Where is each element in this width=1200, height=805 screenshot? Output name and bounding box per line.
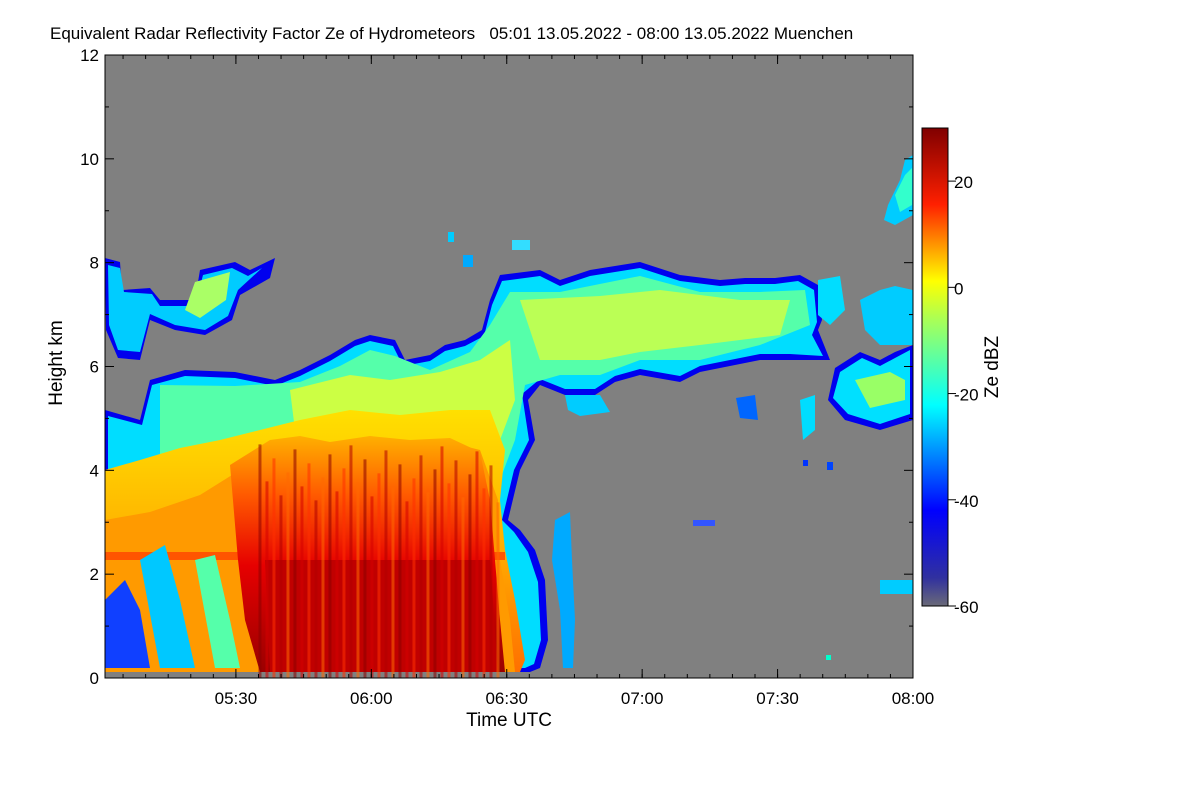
fall-streak — [321, 477, 325, 678]
fall-streak — [328, 454, 332, 678]
y-tick-label: 0 — [90, 669, 99, 688]
fall-streak — [258, 444, 262, 678]
fall-streak — [454, 460, 458, 678]
fall-streak — [272, 458, 276, 678]
colorbar-tick-label: -60 — [954, 598, 979, 617]
fall-streak — [307, 463, 311, 678]
x-axis-label: Time UTC — [466, 710, 552, 731]
fall-streak — [468, 474, 472, 678]
fall-streak — [440, 446, 444, 678]
y-tick-label: 10 — [80, 150, 99, 169]
fall-streak — [286, 472, 290, 678]
fall-streak — [370, 496, 374, 678]
colorbar-tick-label: 20 — [954, 173, 973, 192]
x-axis: 05:30 06:00 06:30 07:00 07:30 08:00 — [122, 55, 935, 708]
small-echoes — [448, 232, 913, 668]
y-axis: 0 2 4 6 8 10 12 — [80, 46, 913, 688]
fall-streak — [293, 449, 297, 678]
colorbar-tick-label: -20 — [954, 386, 979, 405]
fall-streak — [496, 502, 500, 678]
fall-streak — [461, 497, 465, 678]
x-tick-label: 07:30 — [756, 689, 799, 708]
colorbar-scale — [921, 127, 949, 607]
chart-title-text: Equivalent Radar Reflectivity Factor Ze … — [50, 24, 853, 43]
late-cirrus — [884, 155, 913, 225]
chart-title: Equivalent Radar Reflectivity Factor Ze … — [50, 24, 853, 43]
fall-streak — [349, 445, 353, 678]
fall-streak — [384, 450, 388, 678]
colorbar-axis: 20 0 -20 -40 -60 — [948, 173, 979, 617]
upper-cloud-layer — [736, 276, 913, 440]
fall-streak — [426, 492, 430, 678]
fall-streak — [363, 459, 367, 678]
fall-streak — [419, 455, 423, 678]
y-tick-label: 8 — [90, 254, 99, 273]
colorbar-tick-label: 0 — [954, 279, 963, 298]
fall-streak — [482, 488, 486, 678]
fall-streak — [314, 500, 318, 678]
y-tick-label: 6 — [90, 358, 99, 377]
fall-streaks — [258, 444, 500, 678]
fall-streak — [377, 473, 381, 678]
x-tick-label: 07:00 — [621, 689, 664, 708]
left-edge-streaks — [105, 545, 240, 668]
fall-streak — [433, 469, 437, 678]
fall-streak — [335, 491, 339, 678]
colorbar-label: Ze dBZ — [982, 335, 1003, 398]
x-tick-label: 06:30 — [485, 689, 528, 708]
fall-streak — [398, 464, 402, 678]
fall-streak — [489, 465, 493, 678]
colorbar: 20 0 -20 -40 -60 Ze dBZ — [921, 127, 1003, 617]
fall-streak — [265, 481, 269, 678]
fall-streak — [279, 495, 283, 678]
fall-streak — [342, 468, 346, 678]
x-tick-label: 06:00 — [350, 689, 393, 708]
x-tick-label: 05:30 — [215, 689, 258, 708]
y-tick-label: 4 — [90, 461, 99, 480]
fall-streak — [447, 483, 451, 678]
plot-area — [105, 55, 913, 678]
fall-streak — [475, 451, 479, 678]
y-tick-label: 12 — [80, 46, 99, 65]
fall-streak — [405, 501, 409, 678]
colorbar-tick-label: -40 — [954, 492, 979, 511]
fall-streak — [412, 478, 416, 678]
fall-streak — [391, 487, 395, 678]
y-axis-label: Height km — [46, 320, 67, 406]
x-tick-label: 08:00 — [892, 689, 935, 708]
fall-streak — [356, 482, 360, 678]
y-tick-label: 2 — [90, 565, 99, 584]
fall-streak — [300, 486, 304, 678]
